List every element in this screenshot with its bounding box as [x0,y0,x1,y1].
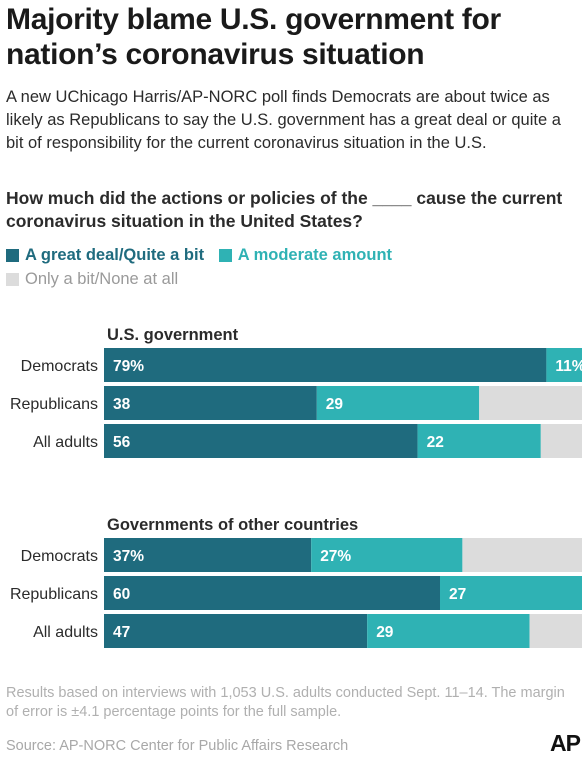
bar-segment-moderate [316,386,480,420]
chart-title: Majority blame U.S. government for natio… [6,3,501,71]
methodology-note: Results based on interviews with 1,053 U… [6,685,565,720]
bar-segment-little [479,386,582,420]
legend-item-moderate: A moderate amount [218,244,393,267]
bar-segment-great-deal [104,424,418,458]
data-label: 27 [449,586,466,603]
data-label: 27% [320,548,351,565]
data-label: 29 [376,624,394,641]
legend-item-little: Only a bit/None at all [6,268,178,291]
row-label: Democrats [21,548,98,565]
data-label: 11% [555,358,582,375]
bar-segment-moderate [417,424,541,458]
row-label: Republicans [10,586,98,603]
bar-segment-great-deal [104,538,312,572]
bar-segment-great-deal [104,614,368,648]
bar-segment-moderate [440,576,582,610]
row-label: Democrats [21,358,98,375]
row-label: Republicans [10,396,98,413]
data-label: 38 [113,396,131,413]
data-label: 29 [326,396,344,413]
survey-question: How much did the actions or policies of … [6,188,563,231]
bar-segment-little [529,614,582,648]
bar-segment-great-deal [104,386,317,420]
row-label: All adults [33,624,98,641]
legend-swatch-great-deal [6,249,19,262]
data-label: 37% [113,548,144,565]
data-label: 56 [113,434,131,451]
bar-segment-little [540,424,582,458]
source-credit: Source: AP-NORC Center for Public Affair… [6,738,349,754]
data-label: 79% [113,358,144,375]
legend-label-great-deal: A great deal/Quite a bit [25,246,205,264]
legend-swatch-little [6,273,19,286]
legend-label-moderate: A moderate amount [237,246,393,264]
panel-title: U.S. government [107,326,239,344]
bar-segment-moderate [367,614,530,648]
panel-title: Governments of other countries [107,516,358,534]
legend-item-great-deal: A great deal/Quite a bit [6,244,204,267]
legend-swatch-moderate [218,249,232,262]
chart-subtitle: A new UChicago Harris/AP-NORC poll finds… [6,88,561,152]
bar-segment-little [462,538,582,572]
data-label: 22 [427,434,444,451]
bar-segment-great-deal [104,348,547,382]
data-label: 60 [113,586,130,603]
bar-segment-great-deal [104,576,440,610]
data-label: 47 [113,624,130,641]
legend: A great deal/Quite a bit A moderate amou… [6,244,578,292]
bar-segment-moderate [546,348,582,382]
row-label: All adults [33,434,98,451]
stacked-bar-chart: U.S. government Democrats 79% 11% Republican… [10,326,582,648]
bar-segment-moderate [311,538,463,572]
ap-logo: AP [550,730,581,756]
legend-label-little: Only a bit/None at all [25,270,179,288]
